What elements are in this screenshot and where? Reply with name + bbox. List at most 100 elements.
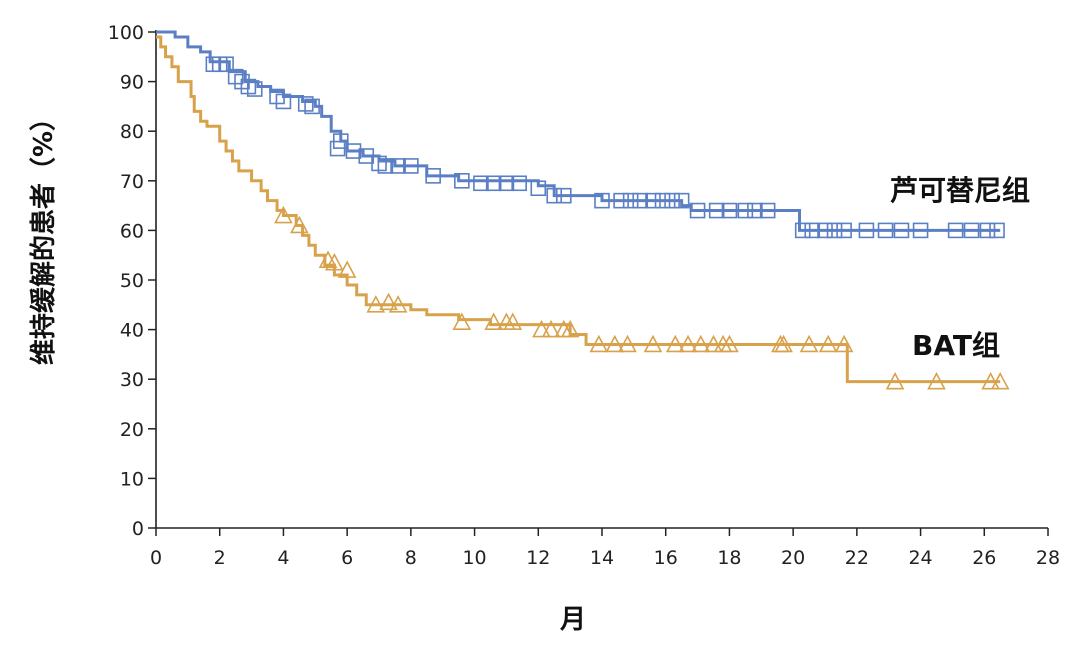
censor-marker-square — [673, 192, 690, 209]
censor-marker-triangle — [337, 260, 357, 278]
series-bat — [156, 35, 1010, 390]
censor-marker-square — [836, 222, 852, 239]
censor-marker-square — [511, 175, 527, 192]
censor-marker-square — [425, 168, 441, 184]
censor-marker-triangle — [834, 334, 854, 353]
censor-marker-square — [329, 140, 346, 157]
censor-marker-square — [893, 222, 910, 239]
series-ruxolitinib — [156, 30, 1005, 239]
y-tick-label: 60 — [120, 220, 144, 242]
series-label-bat: BAT组 — [912, 329, 1000, 362]
y-tick-label: 40 — [120, 320, 144, 342]
x-tick-label: 16 — [654, 547, 678, 569]
x-tick-label: 18 — [717, 547, 741, 569]
censor-marker-square — [664, 192, 680, 209]
y-tick-label: 70 — [120, 171, 144, 193]
censor-marker-square — [218, 56, 234, 73]
censor-marker-square — [594, 192, 610, 209]
censor-marker-square — [689, 202, 706, 219]
x-axis-title: 月 — [559, 605, 586, 635]
censor-marker-triangle — [720, 334, 739, 353]
censor-marker-triangle — [818, 334, 838, 353]
censor-marker-square — [632, 192, 649, 209]
censor-marker-square — [530, 180, 547, 197]
censor-marker-triangle — [605, 334, 625, 353]
censor-marker-triangle — [691, 334, 711, 353]
censor-marker-square — [403, 158, 419, 174]
y-tick-label: 50 — [120, 270, 144, 292]
censor-marker-square — [622, 192, 639, 209]
censor-marker-triangle — [990, 371, 1010, 390]
censor-marker-triangle — [799, 334, 819, 353]
censor-marker-square — [963, 222, 980, 239]
censor-marker-triangle — [774, 334, 793, 353]
censor-marker-triangle — [366, 295, 386, 313]
y-axis-title: 维持缓解的患者（%） — [28, 105, 59, 365]
censor-marker-triangle — [560, 319, 580, 338]
y-tick-label: 80 — [120, 121, 144, 143]
censor-marker-triangle — [618, 334, 637, 353]
series-line — [156, 30, 1001, 232]
censor-marker-square — [794, 222, 811, 239]
censor-marker-triangle — [589, 334, 609, 353]
series-line — [156, 35, 1001, 384]
censor-marker-square — [645, 192, 661, 209]
censor-marker-square — [275, 93, 292, 110]
censor-marker-square — [454, 173, 470, 189]
censor-marker-triangle — [484, 312, 504, 330]
censor-marker-square — [613, 192, 629, 209]
y-axis-ticks: 0 10 20 30 40 50 60 70 80 90 100 — [108, 22, 156, 540]
censor-marker-triangle — [379, 292, 398, 311]
censor-marker-triangle — [927, 371, 946, 390]
y-tick-label: 30 — [120, 369, 144, 391]
censor-marker-square — [759, 202, 776, 219]
censor-marker-triangle — [665, 334, 685, 353]
censor-marker-triangle — [678, 334, 698, 353]
censor-marker-square — [737, 202, 754, 219]
x-tick-label: 10 — [462, 547, 486, 569]
censor-marker-square — [989, 222, 1005, 239]
censor-marker-triangle — [541, 319, 561, 338]
censor-marker-triangle — [325, 252, 344, 271]
censor-marker-triangle — [885, 371, 905, 390]
series-layer — [156, 30, 1010, 390]
censor-marker-triangle — [274, 205, 293, 224]
censor-marker-square — [304, 98, 320, 115]
censor-marker-square — [804, 222, 821, 239]
x-tick-label: 28 — [1036, 547, 1060, 569]
censor-marker-square — [817, 222, 833, 239]
censor-marker-triangle — [388, 295, 408, 313]
censor-marker-square — [708, 202, 725, 219]
censor-marker-square — [473, 175, 489, 192]
censor-marker-square — [498, 175, 515, 192]
x-tick-label: 26 — [972, 547, 996, 569]
x-tick-label: 0 — [150, 547, 162, 569]
censor-marker-triangle — [503, 312, 523, 330]
x-axis-ticks: 0 2 4 6 8 10 12 14 16 18 20 22 24 26 28 — [150, 528, 1060, 569]
censor-marker-square — [947, 222, 964, 239]
x-tick-label: 4 — [277, 547, 289, 569]
censor-marker-square — [979, 222, 996, 239]
series-label-ruxolitinib: 芦可替尼组 — [890, 174, 1030, 207]
censor-marker-square — [377, 158, 394, 174]
x-tick-label: 22 — [845, 547, 869, 569]
x-tick-label: 6 — [341, 547, 353, 569]
censor-marker-square — [747, 202, 763, 219]
censor-marker-triangle — [452, 312, 472, 330]
x-tick-label: 14 — [590, 547, 614, 569]
censor-marker-square — [485, 175, 502, 192]
censor-marker-square — [390, 158, 406, 174]
censor-marker-triangle — [643, 334, 663, 353]
y-tick-label: 100 — [108, 22, 144, 44]
y-tick-label: 90 — [120, 72, 144, 94]
censor-marker-square — [721, 202, 738, 219]
censor-marker-triangle — [532, 319, 551, 338]
censor-marker-triangle — [290, 215, 309, 234]
censor-marker-square — [246, 81, 263, 97]
y-tick-label: 20 — [120, 419, 144, 441]
x-tick-label: 8 — [405, 547, 417, 569]
censor-marker-square — [654, 192, 671, 209]
censor-marker-square — [555, 187, 572, 204]
censor-marker-triangle — [981, 371, 1000, 390]
